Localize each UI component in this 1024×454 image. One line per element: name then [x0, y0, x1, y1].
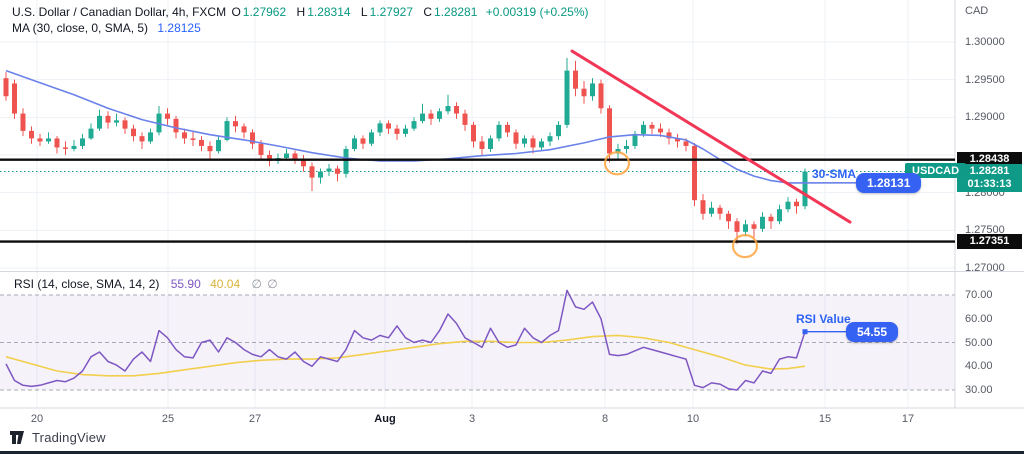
- time-tick-label: 20: [30, 413, 44, 425]
- time-tick-label: 3: [468, 413, 476, 425]
- ohlc-high-value: 1.28314: [307, 5, 351, 19]
- symbol-price-tag: USDCAD: [905, 163, 967, 179]
- time-tick-label: 17: [901, 413, 915, 425]
- ohlc-high-label: H: [296, 5, 306, 19]
- window-bottom-border: [0, 451, 1024, 454]
- rsi-empty-1: ∅: [251, 277, 262, 291]
- rsi-settings: RSI (14, close, SMA, 14, 2): [14, 277, 160, 291]
- bar-countdown: 01:33:13: [967, 178, 1012, 191]
- time-tick-label: 27: [248, 413, 262, 425]
- rsi-value: 55.90: [170, 277, 201, 291]
- rsi-annotation-label[interactable]: RSI Value: [796, 312, 851, 326]
- time-tick-label: Aug: [374, 413, 396, 425]
- rsi-tick-label: 30.00: [965, 384, 993, 396]
- price-tick-label: 1.27500: [965, 224, 1005, 237]
- ohlc-open-value: 1.27962: [242, 5, 287, 19]
- sma-annotation-label[interactable]: 30-SMA: [812, 167, 857, 181]
- tradingview-logo-icon: [10, 431, 24, 444]
- price-tick-label: 1.27000: [965, 261, 1005, 274]
- rsi-tick-label: 40.00: [965, 360, 993, 373]
- price-tick-label: 1.30000: [965, 36, 1005, 48]
- rsi-tick-label: 60.00: [965, 312, 993, 325]
- ma-value: 1.28125: [157, 21, 201, 35]
- time-tick-label: 10: [686, 413, 700, 425]
- symbol-title[interactable]: U.S. Dollar / Canadian Dollar, 4h, FXCM: [12, 5, 227, 19]
- price-tick-label: 1.29000: [965, 111, 1005, 124]
- brand-name: TradingView: [32, 430, 106, 445]
- time-tick-label: 15: [818, 413, 832, 425]
- change-value: +0.00319 (+0.25%): [485, 5, 589, 19]
- ohlc-low-label: L: [360, 5, 368, 19]
- time-tick-label: 25: [161, 413, 175, 425]
- price-level-tag: 1.27351: [957, 233, 1022, 249]
- rsi-tick-label: 50.00: [965, 336, 993, 349]
- ohlc-open-label: O: [231, 5, 241, 19]
- ma-settings: MA (30, close, 0, SMA, 5): [12, 21, 149, 35]
- symbol-legend[interactable]: U.S. Dollar / Canadian Dollar, 4h, FXCM …: [12, 5, 591, 19]
- price-level-tag: 1.28438: [957, 151, 1022, 167]
- price-tick-label: 1.29500: [965, 73, 1005, 86]
- rsi-ma-value: 40.04: [210, 277, 241, 291]
- sma-price-callout[interactable]: 1.28131: [856, 172, 922, 193]
- rsi-legend[interactable]: RSI (14, close, SMA, 14, 2) 55.90 40.04 …: [14, 277, 280, 291]
- rsi-empty-2: ∅: [267, 277, 278, 291]
- time-tick-label: 8: [601, 413, 609, 425]
- current-price-label: 1.28281 01:33:13: [957, 164, 1022, 193]
- currency-label: CAD: [965, 5, 989, 17]
- ohlc-close-label: C: [423, 5, 433, 19]
- ma-legend[interactable]: MA (30, close, 0, SMA, 5) 1.28125: [12, 21, 203, 35]
- rsi-value-callout[interactable]: 54.55: [846, 321, 899, 342]
- ohlc-low-value: 1.27927: [369, 5, 413, 19]
- current-price-value: 1.28281: [969, 165, 1010, 178]
- rsi-tick-label: 70.00: [965, 289, 993, 301]
- ohlc-close-value: 1.28281: [434, 5, 478, 19]
- tradingview-logo[interactable]: TradingView: [10, 430, 106, 445]
